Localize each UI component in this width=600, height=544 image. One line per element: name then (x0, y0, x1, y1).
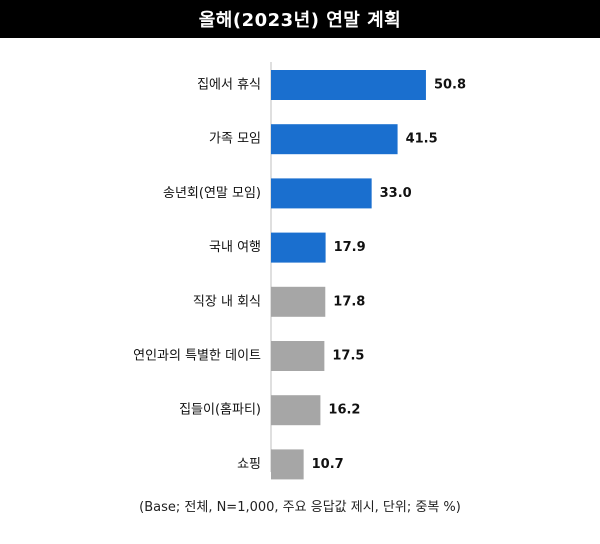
value-label: 17.5 (332, 349, 364, 364)
bar (271, 286, 326, 317)
value-label: 17.8 (333, 294, 365, 309)
bar (271, 178, 372, 209)
value-label: 16.2 (328, 403, 360, 418)
bar (271, 232, 326, 263)
value-label: 33.0 (380, 186, 412, 201)
value-label: 50.8 (434, 78, 466, 93)
category-label: 연인과의 특별한 데이트 (133, 349, 261, 364)
footnote: (Base; 전체, N=1,000, 주요 응답값 제시, 단위; 중복 %) (139, 500, 461, 515)
category-label: 가족 모임 (209, 132, 261, 147)
chart-title: 올해(2023년) 연말 계획 (0, 0, 600, 38)
value-label: 41.5 (406, 132, 438, 147)
value-label: 17.9 (334, 240, 366, 255)
value-label: 10.7 (312, 457, 344, 472)
bar (271, 124, 398, 155)
category-label: 직장 내 회식 (193, 294, 261, 309)
category-label: 쇼핑 (237, 457, 261, 472)
category-label: 송년회(연말 모임) (163, 186, 261, 201)
bar (271, 395, 321, 426)
bar (271, 70, 426, 100)
bar (271, 341, 325, 371)
category-label: 집에서 휴식 (197, 78, 261, 93)
category-label: 집들이(홈파티) (179, 403, 261, 418)
bar (271, 449, 304, 480)
category-label: 국내 여행 (209, 239, 261, 255)
